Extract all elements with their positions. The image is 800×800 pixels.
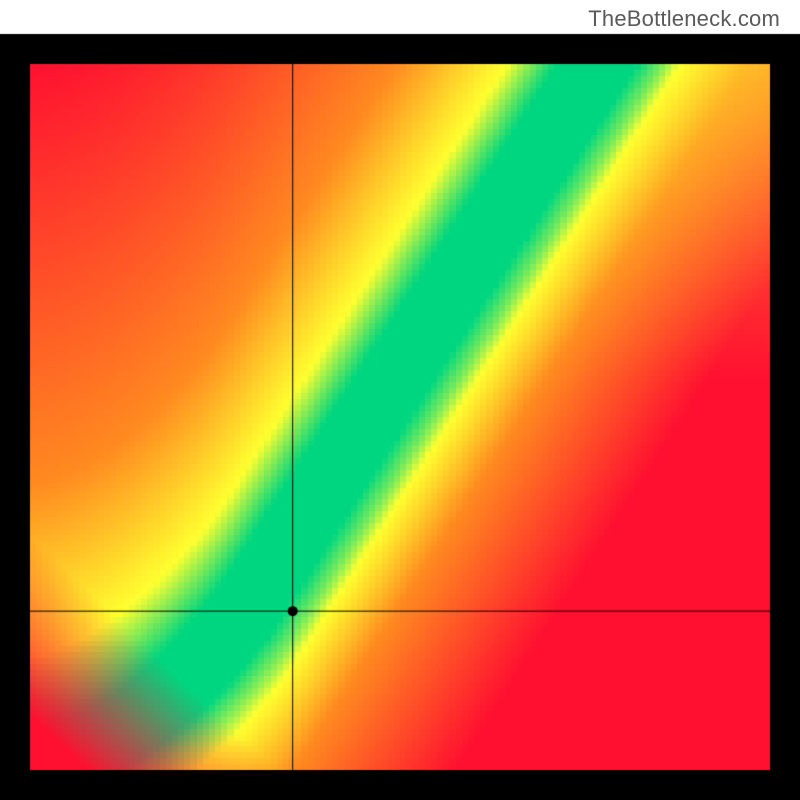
watermark-text: TheBottleneck.com [588, 6, 780, 32]
bottleneck-heatmap [0, 0, 800, 800]
chart-container: TheBottleneck.com [0, 0, 800, 800]
